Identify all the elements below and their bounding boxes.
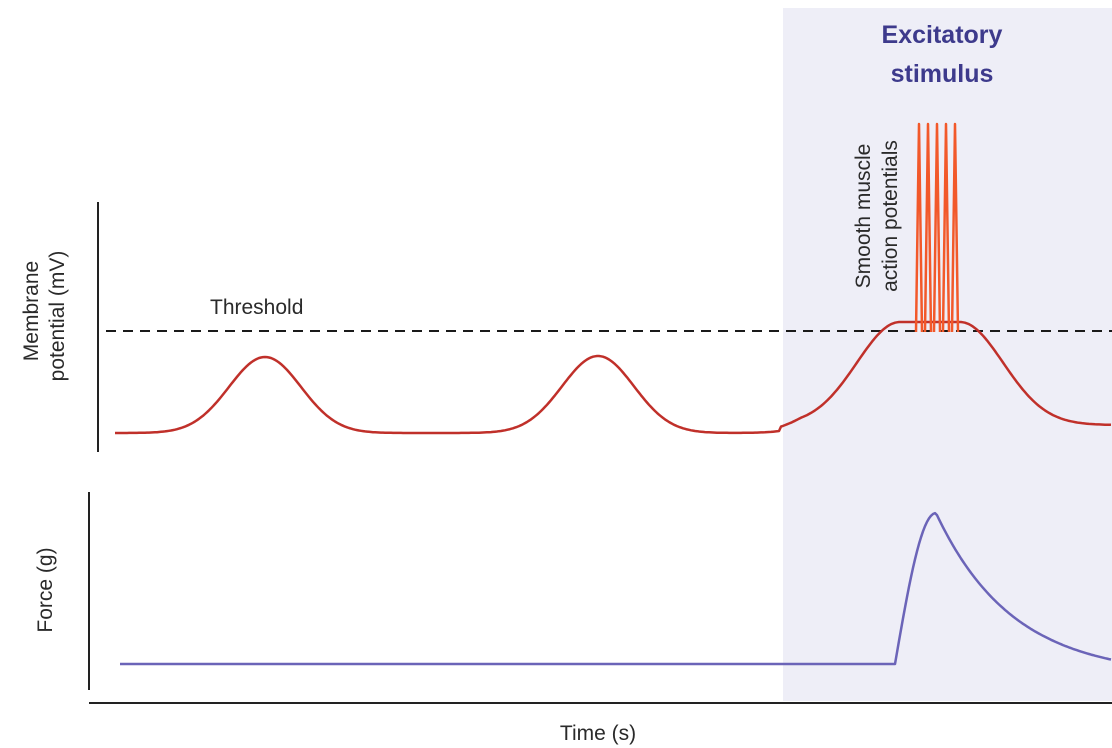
action-potential-spike — [914, 122, 924, 333]
excitatory-stimulus-region — [783, 8, 1112, 701]
action-potential-spike — [941, 122, 951, 333]
action-potential-spike — [923, 122, 933, 333]
action-potential-spikes — [914, 122, 960, 333]
stimulus-title-line2: stimulus — [891, 60, 994, 88]
action-potentials-label-line1: Smooth muscle — [852, 144, 875, 289]
membrane-ylabel-line1: Membrane — [20, 261, 43, 361]
action-potentials-label-line2: action potentials — [879, 140, 902, 292]
membrane-ylabel-line2: potential (mV) — [46, 251, 69, 382]
action-potential-spike — [950, 122, 960, 333]
membrane-potential-trace — [115, 320, 1112, 435]
time-axis-label: Time (s) — [560, 722, 636, 745]
threshold-label: Threshold — [210, 296, 303, 319]
force-ylabel: Force (g) — [34, 547, 57, 632]
force-trace — [120, 511, 1112, 666]
action-potential-spike — [932, 122, 942, 333]
stimulus-title-line1: Excitatory — [882, 21, 1003, 49]
